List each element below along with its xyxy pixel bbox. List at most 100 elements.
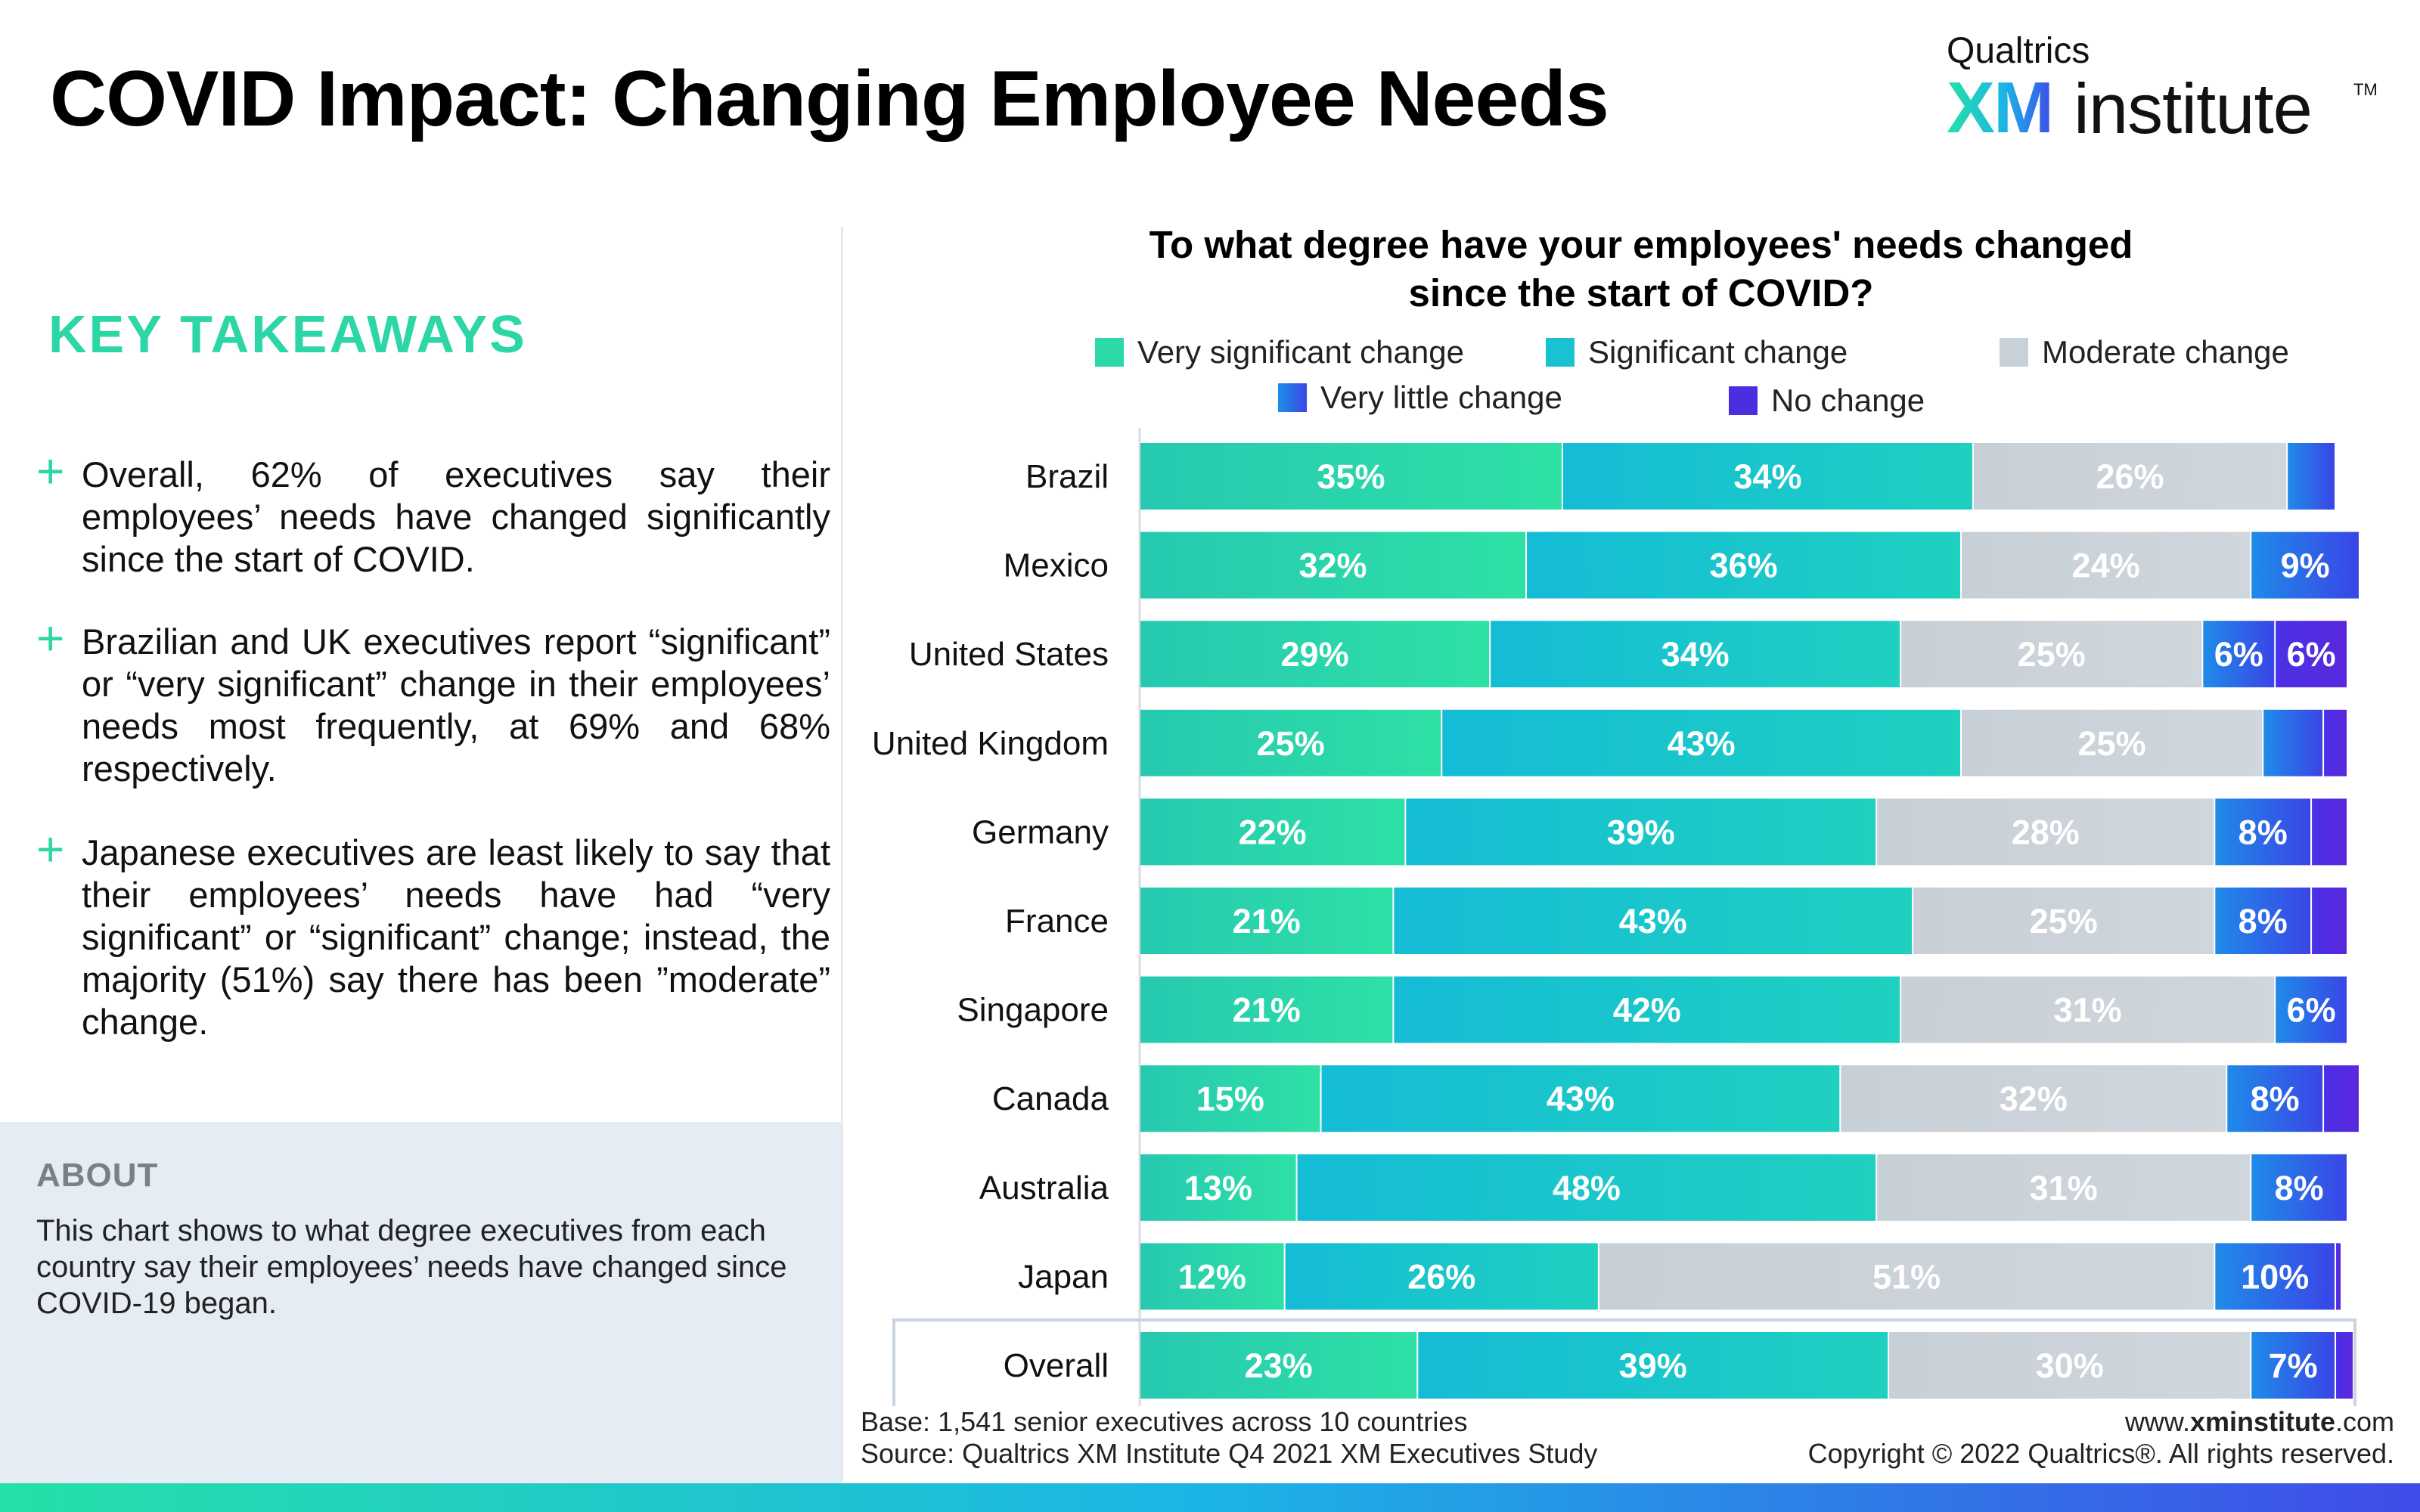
page-title: COVID Impact: Changing Employee Needs xyxy=(50,55,1609,143)
data-label-australia-very-significant-change: 13% xyxy=(1184,1169,1252,1207)
footer-right: www.xminstitute.com Copyright © 2022 Qua… xyxy=(1808,1406,2394,1470)
data-label-germany-very-significant-change: 22% xyxy=(1239,813,1307,851)
bar-segment-japan-moderate-change xyxy=(1599,1243,2214,1310)
data-label-overall-significant-change: 39% xyxy=(1619,1346,1687,1385)
bar-segment-canada-very-little-change xyxy=(2227,1065,2323,1132)
data-label-germany-significant-change: 39% xyxy=(1607,813,1675,851)
legend-item-very-little: Very little change xyxy=(1278,380,1562,416)
data-label-australia-moderate-change: 31% xyxy=(2030,1169,2098,1207)
data-label-united-kingdom-moderate-change: 25% xyxy=(2078,724,2146,763)
bar-segment-japan-no-change xyxy=(2336,1243,2341,1310)
bar-segment-united-kingdom-very-little-change xyxy=(2263,709,2323,776)
category-label-france: France xyxy=(1005,903,1109,940)
takeaway-text: Overall, 62% of executives say their emp… xyxy=(82,454,830,579)
data-label-united-states-very-significant-change: 29% xyxy=(1281,635,1349,674)
category-label-germany: Germany xyxy=(972,813,1109,850)
legend-label: Very little change xyxy=(1320,380,1562,415)
legend-item-moderate: Moderate change xyxy=(2000,334,2289,370)
legend-item-very-significant: Very significant change xyxy=(1095,334,1464,370)
data-label-overall-moderate-change: 30% xyxy=(2036,1346,2104,1385)
legend-swatch xyxy=(1278,383,1307,412)
data-label-germany-moderate-change: 28% xyxy=(2012,813,2080,851)
legend-swatch xyxy=(2000,338,2028,367)
data-label-singapore-very-significant-change: 21% xyxy=(1233,991,1301,1030)
brand-name: Qualtrics xyxy=(1947,31,2090,71)
about-panel xyxy=(0,1122,841,1485)
stacked-bar-chart: Brazil 35% 34% 26% Mexico 32% 36% 24% 9% United S… xyxy=(832,423,2420,1406)
key-takeaways-heading: KEY TAKEAWAYS xyxy=(48,305,527,364)
data-label-canada-moderate-change: 32% xyxy=(2000,1080,2068,1118)
bar-segment-overall-moderate-change xyxy=(1889,1332,2251,1399)
bar-segment-france-significant-change xyxy=(1394,888,1913,954)
bar-segment-overall-no-change xyxy=(2336,1332,2353,1399)
bar-segment-france-very-little-change xyxy=(2215,888,2311,954)
data-label-france-moderate-change: 25% xyxy=(2030,902,2098,940)
bar-segment-united-states-very-little-change xyxy=(2203,621,2275,688)
legend-swatch xyxy=(1095,338,1124,367)
data-label-germany-very-little-change: 8% xyxy=(2238,813,2288,851)
plus-icon: + xyxy=(36,611,65,665)
bar-segment-australia-moderate-change xyxy=(1877,1154,2251,1221)
bar-segment-united-kingdom-no-change xyxy=(2324,709,2347,776)
category-label-united-kingdom: United Kingdom xyxy=(872,725,1109,762)
bar-segment-japan-significant-change xyxy=(1285,1243,1598,1310)
bar-segment-france-no-change xyxy=(2312,888,2347,954)
bar-segment-united-states-moderate-change xyxy=(1901,621,2202,688)
brand-xm: XM xyxy=(1947,67,2054,148)
data-label-brazil-very-significant-change: 35% xyxy=(1317,457,1385,496)
bar-segment-singapore-very-significant-change xyxy=(1140,976,1393,1043)
data-label-canada-significant-change: 43% xyxy=(1547,1080,1615,1118)
data-label-canada-very-significant-change: 15% xyxy=(1196,1080,1264,1118)
bar-segment-japan-very-little-change xyxy=(2215,1243,2335,1310)
panel-divider xyxy=(841,227,843,1482)
bar-segment-canada-significant-change xyxy=(1321,1065,1840,1132)
data-label-japan-very-little-change: 10% xyxy=(2241,1257,2309,1296)
brand-trademark: TM xyxy=(2353,80,2378,99)
category-label-overall: Overall xyxy=(1004,1347,1109,1384)
website-link[interactable]: www.xminstitute.com xyxy=(2124,1406,2394,1437)
bar-segment-brazil-significant-change xyxy=(1562,443,1972,510)
legend-label: Very significant change xyxy=(1137,334,1464,370)
data-label-japan-significant-change: 26% xyxy=(1407,1257,1475,1296)
data-label-france-very-significant-change: 21% xyxy=(1233,902,1301,940)
data-label-australia-significant-change: 48% xyxy=(1553,1169,1621,1207)
data-label-overall-very-little-change: 7% xyxy=(2269,1346,2318,1385)
base-note: Base: 1,541 senior executives across 10 … xyxy=(861,1406,1468,1437)
bar-segment-france-very-significant-change xyxy=(1140,888,1393,954)
bar-segment-japan-very-significant-change xyxy=(1140,1243,1284,1310)
bar-segment-singapore-significant-change xyxy=(1394,976,1900,1043)
data-label-singapore-significant-change: 42% xyxy=(1613,991,1681,1030)
plus-icon: + xyxy=(36,444,65,498)
overall-highlight-box xyxy=(892,1318,2356,1406)
bar-segment-overall-significant-change xyxy=(1418,1332,1888,1399)
data-label-australia-very-little-change: 8% xyxy=(2275,1169,2324,1207)
bar-segment-australia-very-significant-change xyxy=(1140,1154,1296,1221)
brand-logo: Qualtrics XM institute TM xyxy=(1947,30,2378,151)
bar-segment-united-kingdom-very-significant-change xyxy=(1140,709,1441,776)
brand-institute: institute xyxy=(2074,69,2313,148)
bar-segment-germany-moderate-change xyxy=(1877,798,2214,866)
category-label-japan: Japan xyxy=(1018,1258,1109,1295)
bar-segment-australia-significant-change xyxy=(1297,1154,1876,1221)
data-label-mexico-significant-change: 36% xyxy=(1709,547,1777,585)
legend-swatch xyxy=(1546,338,1575,367)
bar-segment-united-states-significant-change xyxy=(1491,621,1900,688)
data-label-united-states-significant-change: 34% xyxy=(1661,635,1730,674)
takeaway-text: Japanese executives are least likely to … xyxy=(82,832,830,1042)
data-label-mexico-very-significant-change: 32% xyxy=(1298,547,1367,585)
legend-label: Significant change xyxy=(1588,334,1848,370)
bar-segment-germany-very-little-change xyxy=(2215,798,2311,866)
bar-segment-mexico-moderate-change xyxy=(1961,531,2251,599)
bar-segment-united-states-very-significant-change xyxy=(1140,621,1490,688)
data-label-mexico-very-little-change: 9% xyxy=(2281,547,2330,585)
bar-segment-united-kingdom-significant-change xyxy=(1442,709,1960,776)
category-label-canada: Canada xyxy=(992,1080,1109,1117)
bar-segment-overall-very-significant-change xyxy=(1140,1332,1417,1399)
copyright-note: Copyright © 2022 Qualtrics®. All rights … xyxy=(1807,1438,2394,1469)
bar-segment-canada-no-change xyxy=(2324,1065,2359,1132)
legend-label: Moderate change xyxy=(2042,334,2289,370)
data-label-france-significant-change: 43% xyxy=(1619,902,1687,940)
data-label-brazil-significant-change: 34% xyxy=(1733,457,1801,496)
category-label-brazil: Brazil xyxy=(1025,458,1109,495)
bar-segment-united-states-no-change xyxy=(2276,621,2347,688)
